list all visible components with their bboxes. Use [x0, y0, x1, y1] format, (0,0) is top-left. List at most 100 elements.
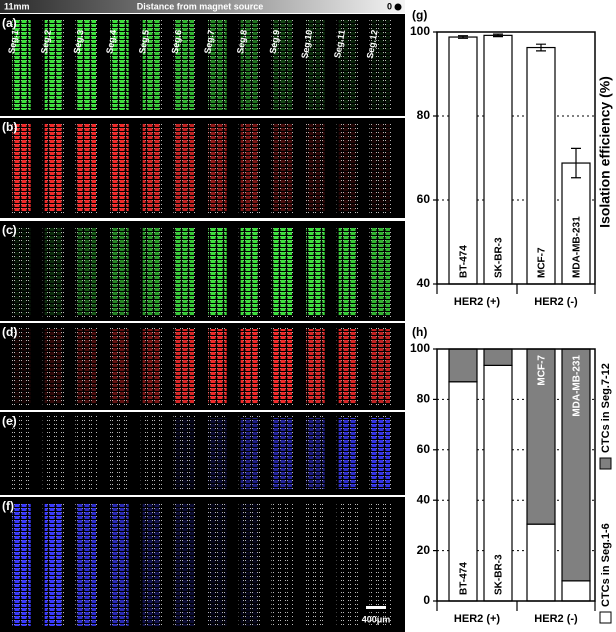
- panel-label: (f): [2, 499, 14, 513]
- cell-column: [142, 124, 162, 212]
- segment-label: Seg.4: [104, 29, 118, 54]
- distance-bar: [0, 0, 405, 13]
- panel-label: (e): [2, 414, 17, 428]
- y-tick-label: 60: [417, 442, 431, 456]
- cell-column: [306, 20, 325, 110]
- group-label: HER2 (+): [454, 613, 500, 625]
- legend-label: CTCs in Seg.7-12: [600, 363, 612, 453]
- bar: [448, 36, 478, 285]
- bar-label: MDA-MB-231: [572, 355, 583, 417]
- segment-label: Seg.8: [235, 29, 249, 54]
- bar-label: SK-BR-3: [494, 237, 505, 278]
- trap-column: [369, 501, 392, 628]
- cell-column: [208, 503, 227, 626]
- plot-frame: [436, 31, 596, 285]
- y-tick-label: 60: [417, 192, 431, 206]
- cell-column: [44, 124, 64, 212]
- panel-label: (g): [412, 8, 427, 22]
- bar-label: MCF-7: [537, 355, 548, 386]
- bar-label: MDA-MB-231: [572, 216, 583, 278]
- segment-label: Seg.1: [6, 29, 20, 54]
- cell-column: [12, 20, 31, 110]
- cell-column: [208, 20, 227, 110]
- cell-column: [208, 329, 227, 404]
- cell-column: [306, 329, 325, 404]
- cell-column: [77, 227, 96, 315]
- cell-column: [273, 227, 292, 315]
- group-label: HER2 (-): [534, 613, 578, 625]
- bar-label: MCF-7: [537, 247, 548, 278]
- y-tick-label: 100: [410, 341, 430, 355]
- bar-segment: [483, 348, 513, 366]
- cell-column: [273, 20, 292, 110]
- group-label: HER2 (+): [454, 296, 500, 308]
- scale-bar: [366, 606, 386, 609]
- cell-column: [338, 418, 358, 489]
- cell-column: [44, 503, 64, 626]
- trap-column: [42, 416, 66, 491]
- segment-label: Seg.12: [365, 29, 380, 59]
- segment-label: Seg.6: [170, 29, 184, 54]
- cell-column: [371, 329, 390, 404]
- cell-column: [240, 124, 260, 212]
- cell-column: [44, 227, 64, 315]
- cell-column: [371, 418, 390, 489]
- segment-label: Seg.5: [137, 29, 151, 54]
- cell-column: [208, 227, 227, 315]
- cell-column: [77, 124, 96, 212]
- bar: [561, 162, 591, 285]
- bar-segment: [526, 348, 556, 525]
- segment-label: Seg.7: [202, 29, 216, 54]
- cell-column: [44, 329, 64, 404]
- cell-column: [371, 227, 390, 315]
- y-tick-label: 80: [417, 108, 431, 122]
- legend-swatch: [599, 611, 612, 624]
- trap-column: [10, 416, 33, 491]
- cell-column: [175, 227, 194, 315]
- cell-column: [12, 503, 31, 626]
- trap-column: [336, 501, 360, 628]
- cell-column: [110, 503, 129, 626]
- cell-column: [338, 20, 358, 110]
- y-tick-label: 40: [417, 492, 431, 506]
- cell-column: [142, 20, 162, 110]
- group-label: HER2 (-): [534, 296, 578, 308]
- cell-column: [12, 329, 31, 404]
- cell-column: [12, 227, 31, 315]
- panel-label: (c): [2, 223, 17, 237]
- panel-label: (d): [2, 325, 17, 339]
- cell-column: [175, 20, 194, 110]
- panel-label: (h): [412, 325, 427, 339]
- trap-column: [304, 501, 327, 628]
- cell-column: [273, 124, 292, 212]
- arrow-icon: [394, 3, 402, 11]
- cell-column: [306, 227, 325, 315]
- trap-column: [108, 416, 131, 491]
- cell-column: [240, 329, 260, 404]
- bar-segment: [526, 523, 556, 602]
- y-tick-label: 80: [417, 392, 431, 406]
- cell-column: [240, 418, 260, 489]
- trap-column: [271, 501, 294, 628]
- bar-left-label: 11mm: [4, 1, 30, 11]
- y-tick-label: 100: [410, 24, 430, 38]
- trap-column: [140, 416, 164, 491]
- cell-column: [77, 503, 96, 626]
- cell-column: [338, 329, 358, 404]
- bar-segment: [448, 348, 478, 383]
- y-tick-label: 0: [423, 593, 430, 607]
- segment-label: Seg.11: [332, 29, 347, 59]
- segment-label: Seg.10: [299, 29, 314, 59]
- legend-swatch: [599, 457, 612, 470]
- error-bar: [571, 147, 581, 179]
- bar-segment: [448, 381, 478, 602]
- y-axis-label: Isolation efficiency (%): [597, 76, 613, 228]
- segment-label: Seg.2: [39, 29, 53, 54]
- bar-segment: [561, 580, 591, 602]
- charts: (g) 40 60 80 100 BT-474 SK-BR-3 MCF-7 MDA-MB-231…: [410, 8, 613, 625]
- panel-label: (b): [2, 120, 17, 134]
- cell-column: [175, 124, 194, 212]
- cell-column: [12, 124, 31, 212]
- plot-frame: [436, 348, 596, 602]
